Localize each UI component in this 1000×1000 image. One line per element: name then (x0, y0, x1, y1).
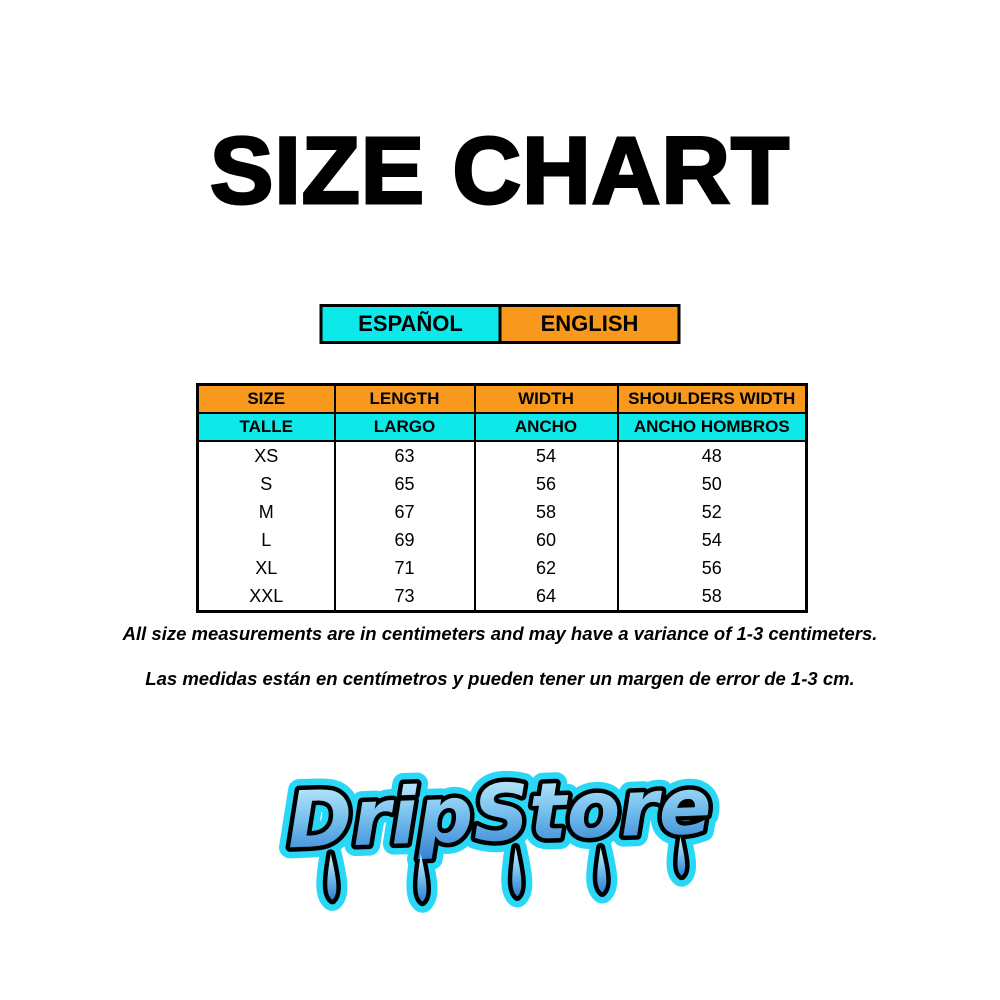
cell-size: XXL (196, 582, 336, 612)
cell-size: XS (196, 441, 336, 470)
col-header-shoulders: SHOULDERS WIDTH (616, 383, 808, 414)
col-header-width: WIDTH (473, 383, 619, 414)
cell-width: 62 (473, 554, 619, 582)
col-header-size: SIZE (196, 383, 336, 414)
cell-size: XL (196, 554, 336, 582)
size-table: SIZE LENGTH WIDTH SHOULDERS WIDTH TALLE … (196, 383, 808, 613)
table-header-spanish: TALLE LARGO ANCHO ANCHO HOMBROS (196, 412, 808, 442)
cell-length: 71 (333, 554, 476, 582)
note-spanish: Las medidas están en centímetros y puede… (145, 668, 855, 689)
table-row-l: L 69 60 54 (196, 526, 808, 554)
cell-length: 65 (333, 470, 476, 498)
col-header-length: LENGTH (333, 383, 476, 414)
cell-width: 58 (473, 498, 619, 526)
cell-width: 56 (473, 470, 619, 498)
cell-shoulders: 54 (616, 526, 808, 554)
table-header-english: SIZE LENGTH WIDTH SHOULDERS WIDTH (196, 383, 808, 414)
col-header-ancho: ANCHO (473, 412, 619, 442)
cell-shoulders: 52 (616, 498, 808, 526)
cell-shoulders: 56 (616, 554, 808, 582)
table-row-m: M 67 58 52 (196, 498, 808, 526)
cell-width: 54 (473, 441, 619, 470)
cell-shoulders: 58 (616, 582, 808, 612)
dripstore-logo-graphic: DripStore (260, 745, 740, 920)
cell-size: S (196, 470, 336, 498)
table-row-xl: XL 71 62 56 (196, 554, 808, 582)
cell-length: 69 (333, 526, 476, 554)
cell-shoulders: 48 (616, 441, 808, 470)
tab-english[interactable]: ENGLISH (501, 307, 678, 341)
tab-espanol[interactable]: ESPAÑOL (322, 307, 499, 341)
cell-length: 63 (333, 441, 476, 470)
col-header-talle: TALLE (196, 412, 336, 442)
col-header-largo: LARGO (333, 412, 476, 442)
table-row-xxl: XXL 73 64 58 (196, 582, 808, 612)
cell-length: 67 (333, 498, 476, 526)
page-title: SIZE CHART (209, 118, 791, 224)
note-english: All size measurements are in centimeters… (122, 623, 878, 644)
table-row-xs: XS 63 54 48 (196, 441, 808, 470)
cell-width: 60 (473, 526, 619, 554)
table-row-s: S 65 56 50 (196, 470, 808, 498)
col-header-ancho-hombros: ANCHO HOMBROS (616, 412, 808, 442)
cell-width: 64 (473, 582, 619, 612)
cell-shoulders: 50 (616, 470, 808, 498)
dripstore-logo: DripStore (260, 745, 740, 925)
language-tabs: ESPAÑOL ENGLISH (319, 304, 681, 344)
cell-size: M (196, 498, 336, 526)
cell-length: 73 (333, 582, 476, 612)
cell-size: L (196, 526, 336, 554)
